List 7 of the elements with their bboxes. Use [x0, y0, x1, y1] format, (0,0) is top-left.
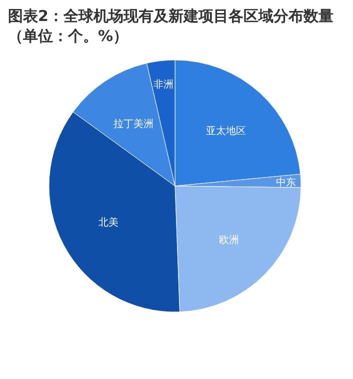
slice-label: 欧洲	[219, 234, 240, 246]
slice-label: 北美	[98, 216, 118, 229]
slice-label: 非洲	[153, 78, 174, 90]
chart-title: 图表2：全球机场现有及新建项目各区域分布数量（单位：个。%）	[8, 6, 334, 46]
slice-label: 中东	[276, 176, 296, 188]
slice-label: 亚太地区	[206, 125, 246, 138]
slice-label: 拉丁美洲	[113, 118, 154, 130]
